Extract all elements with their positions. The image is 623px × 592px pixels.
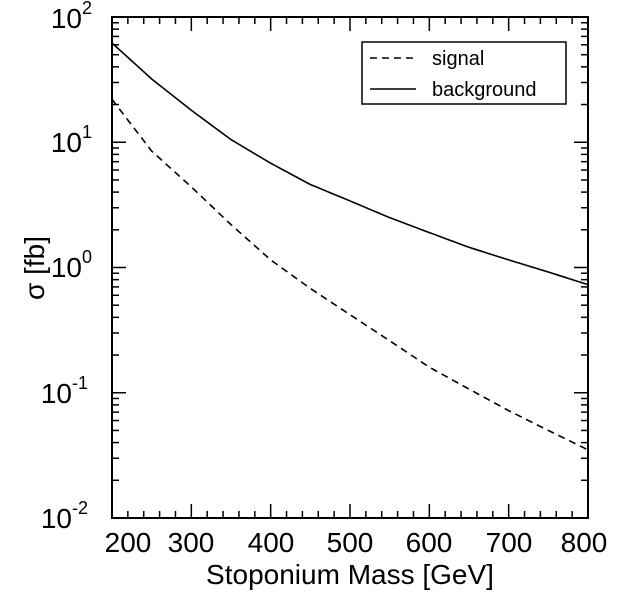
- plot-frame: [111, 16, 589, 519]
- legend-background-label: background: [432, 79, 537, 101]
- y-tick-labels: 10-2 10-1 100 101 102: [41, 0, 92, 534]
- x-tick-label: 800: [561, 527, 608, 558]
- y-axis-label: σ [fb]: [19, 236, 50, 300]
- x-tick-label: 600: [406, 527, 453, 558]
- x-tick-label: 300: [168, 527, 215, 558]
- series-lines: [111, 42, 589, 451]
- x-tick-label: 500: [327, 527, 374, 558]
- x-axis-label: Stoponium Mass [GeV]: [206, 559, 494, 590]
- legend-box: [361, 41, 567, 105]
- legend-signal-label: signal: [432, 48, 484, 70]
- y-tick-label: 100: [51, 247, 92, 283]
- x-tick-label: 200: [105, 527, 152, 558]
- legend: signal background: [361, 41, 567, 105]
- series-line-background: [111, 42, 589, 286]
- x-tick-labels: 200 300 400 500 600 700 800: [105, 527, 608, 558]
- y-tick-label: 10-1: [41, 373, 88, 409]
- y-tick-label: 101: [51, 122, 92, 158]
- y-tick-label: 10-2: [41, 498, 88, 534]
- x-tick-label: 700: [486, 527, 533, 558]
- y-tick-label: 102: [51, 0, 92, 34]
- x-tick-label: 400: [248, 527, 295, 558]
- series-line-signal: [111, 98, 589, 451]
